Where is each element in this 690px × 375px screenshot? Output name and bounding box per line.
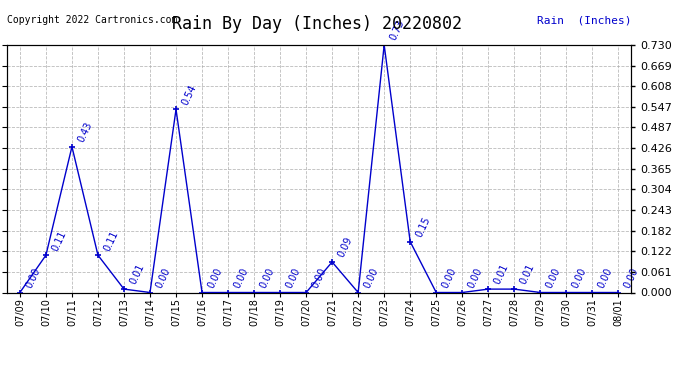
- Text: 0.00: 0.00: [24, 266, 42, 290]
- Text: 0.15: 0.15: [415, 215, 433, 239]
- Text: 0.01: 0.01: [128, 263, 146, 286]
- Text: 0.00: 0.00: [596, 266, 615, 290]
- Text: 0.00: 0.00: [154, 266, 172, 290]
- Text: 0.01: 0.01: [493, 263, 511, 286]
- Text: 0.00: 0.00: [206, 266, 224, 290]
- Text: Rain By Day (Inches) 20220802: Rain By Day (Inches) 20220802: [172, 15, 462, 33]
- Text: 0.00: 0.00: [258, 266, 276, 290]
- Text: Copyright 2022 Cartronics.com: Copyright 2022 Cartronics.com: [7, 15, 177, 25]
- Text: 0.00: 0.00: [466, 266, 484, 290]
- Text: 0.00: 0.00: [571, 266, 589, 290]
- Text: Rain  (Inches): Rain (Inches): [537, 15, 631, 25]
- Text: 0.11: 0.11: [102, 229, 120, 252]
- Text: 0.00: 0.00: [544, 266, 562, 290]
- Text: 0.00: 0.00: [310, 266, 328, 290]
- Text: 0.11: 0.11: [50, 229, 68, 252]
- Text: 0.73: 0.73: [388, 18, 406, 42]
- Text: 0.54: 0.54: [180, 83, 198, 106]
- Text: 0.00: 0.00: [440, 266, 458, 290]
- Text: 0.43: 0.43: [76, 120, 95, 144]
- Text: 0.01: 0.01: [518, 263, 537, 286]
- Text: 0.00: 0.00: [622, 266, 640, 290]
- Text: 0.00: 0.00: [233, 266, 250, 290]
- Text: 0.00: 0.00: [284, 266, 302, 290]
- Text: 0.09: 0.09: [336, 236, 355, 259]
- Text: 0.00: 0.00: [362, 266, 380, 290]
